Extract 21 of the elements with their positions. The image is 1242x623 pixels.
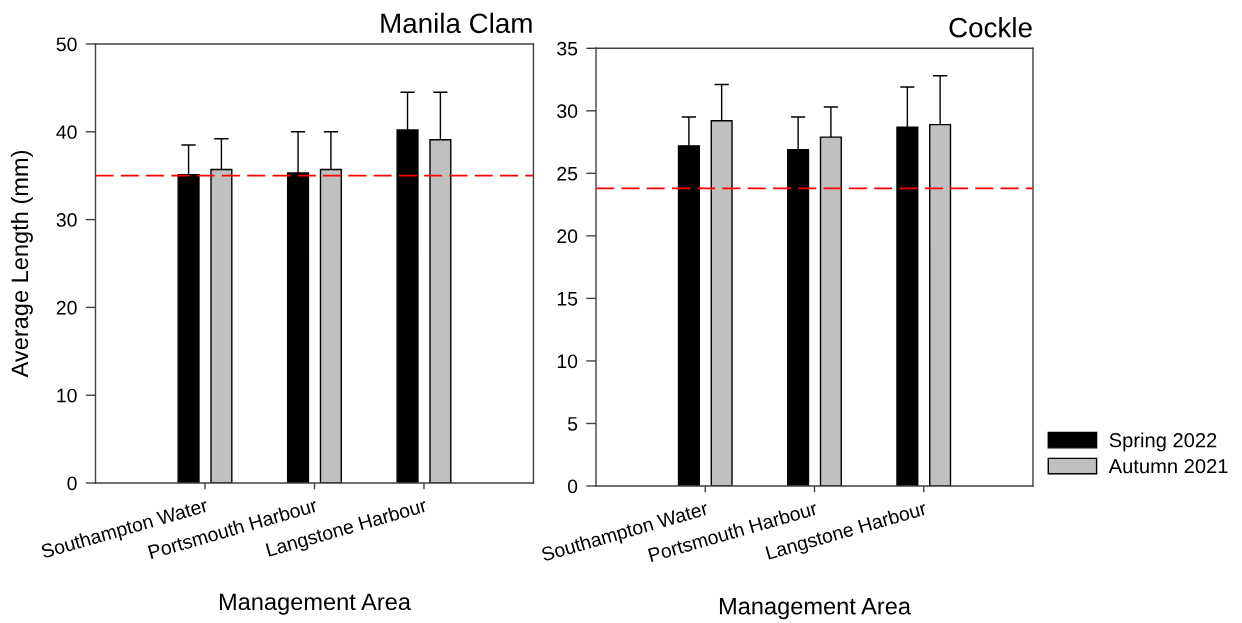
- y-tick-label: 25: [557, 166, 578, 181]
- x-axis-title: Management Area: [219, 593, 411, 615]
- legend-label: Autumn 2021: [1108, 459, 1228, 474]
- y-tick-label: 0: [567, 479, 578, 494]
- y-tick-label: 5: [567, 417, 578, 431]
- y-tick-label: 30: [557, 104, 578, 119]
- y-tick-label: 0: [67, 476, 77, 491]
- chart-title: Cockle: [949, 17, 1032, 38]
- y-tick-label: 20: [56, 300, 77, 315]
- y-tick-label: 10: [557, 354, 578, 369]
- y-tick-label: 10: [57, 388, 77, 403]
- y-tick-label: 20: [557, 229, 578, 244]
- x-axis-title: Management Area: [719, 598, 911, 620]
- y-tick-label: 35: [557, 41, 578, 56]
- legend-label: Spring 2022: [1109, 432, 1217, 452]
- y-axis-title: Average Length (mm): [10, 150, 33, 378]
- y-tick-label: 40: [56, 125, 77, 140]
- y-tick-label: 30: [56, 213, 77, 227]
- y-tick-label: 50: [56, 37, 77, 52]
- chart-title: Manila Clam: [381, 12, 532, 34]
- y-tick-label: 15: [557, 292, 578, 306]
